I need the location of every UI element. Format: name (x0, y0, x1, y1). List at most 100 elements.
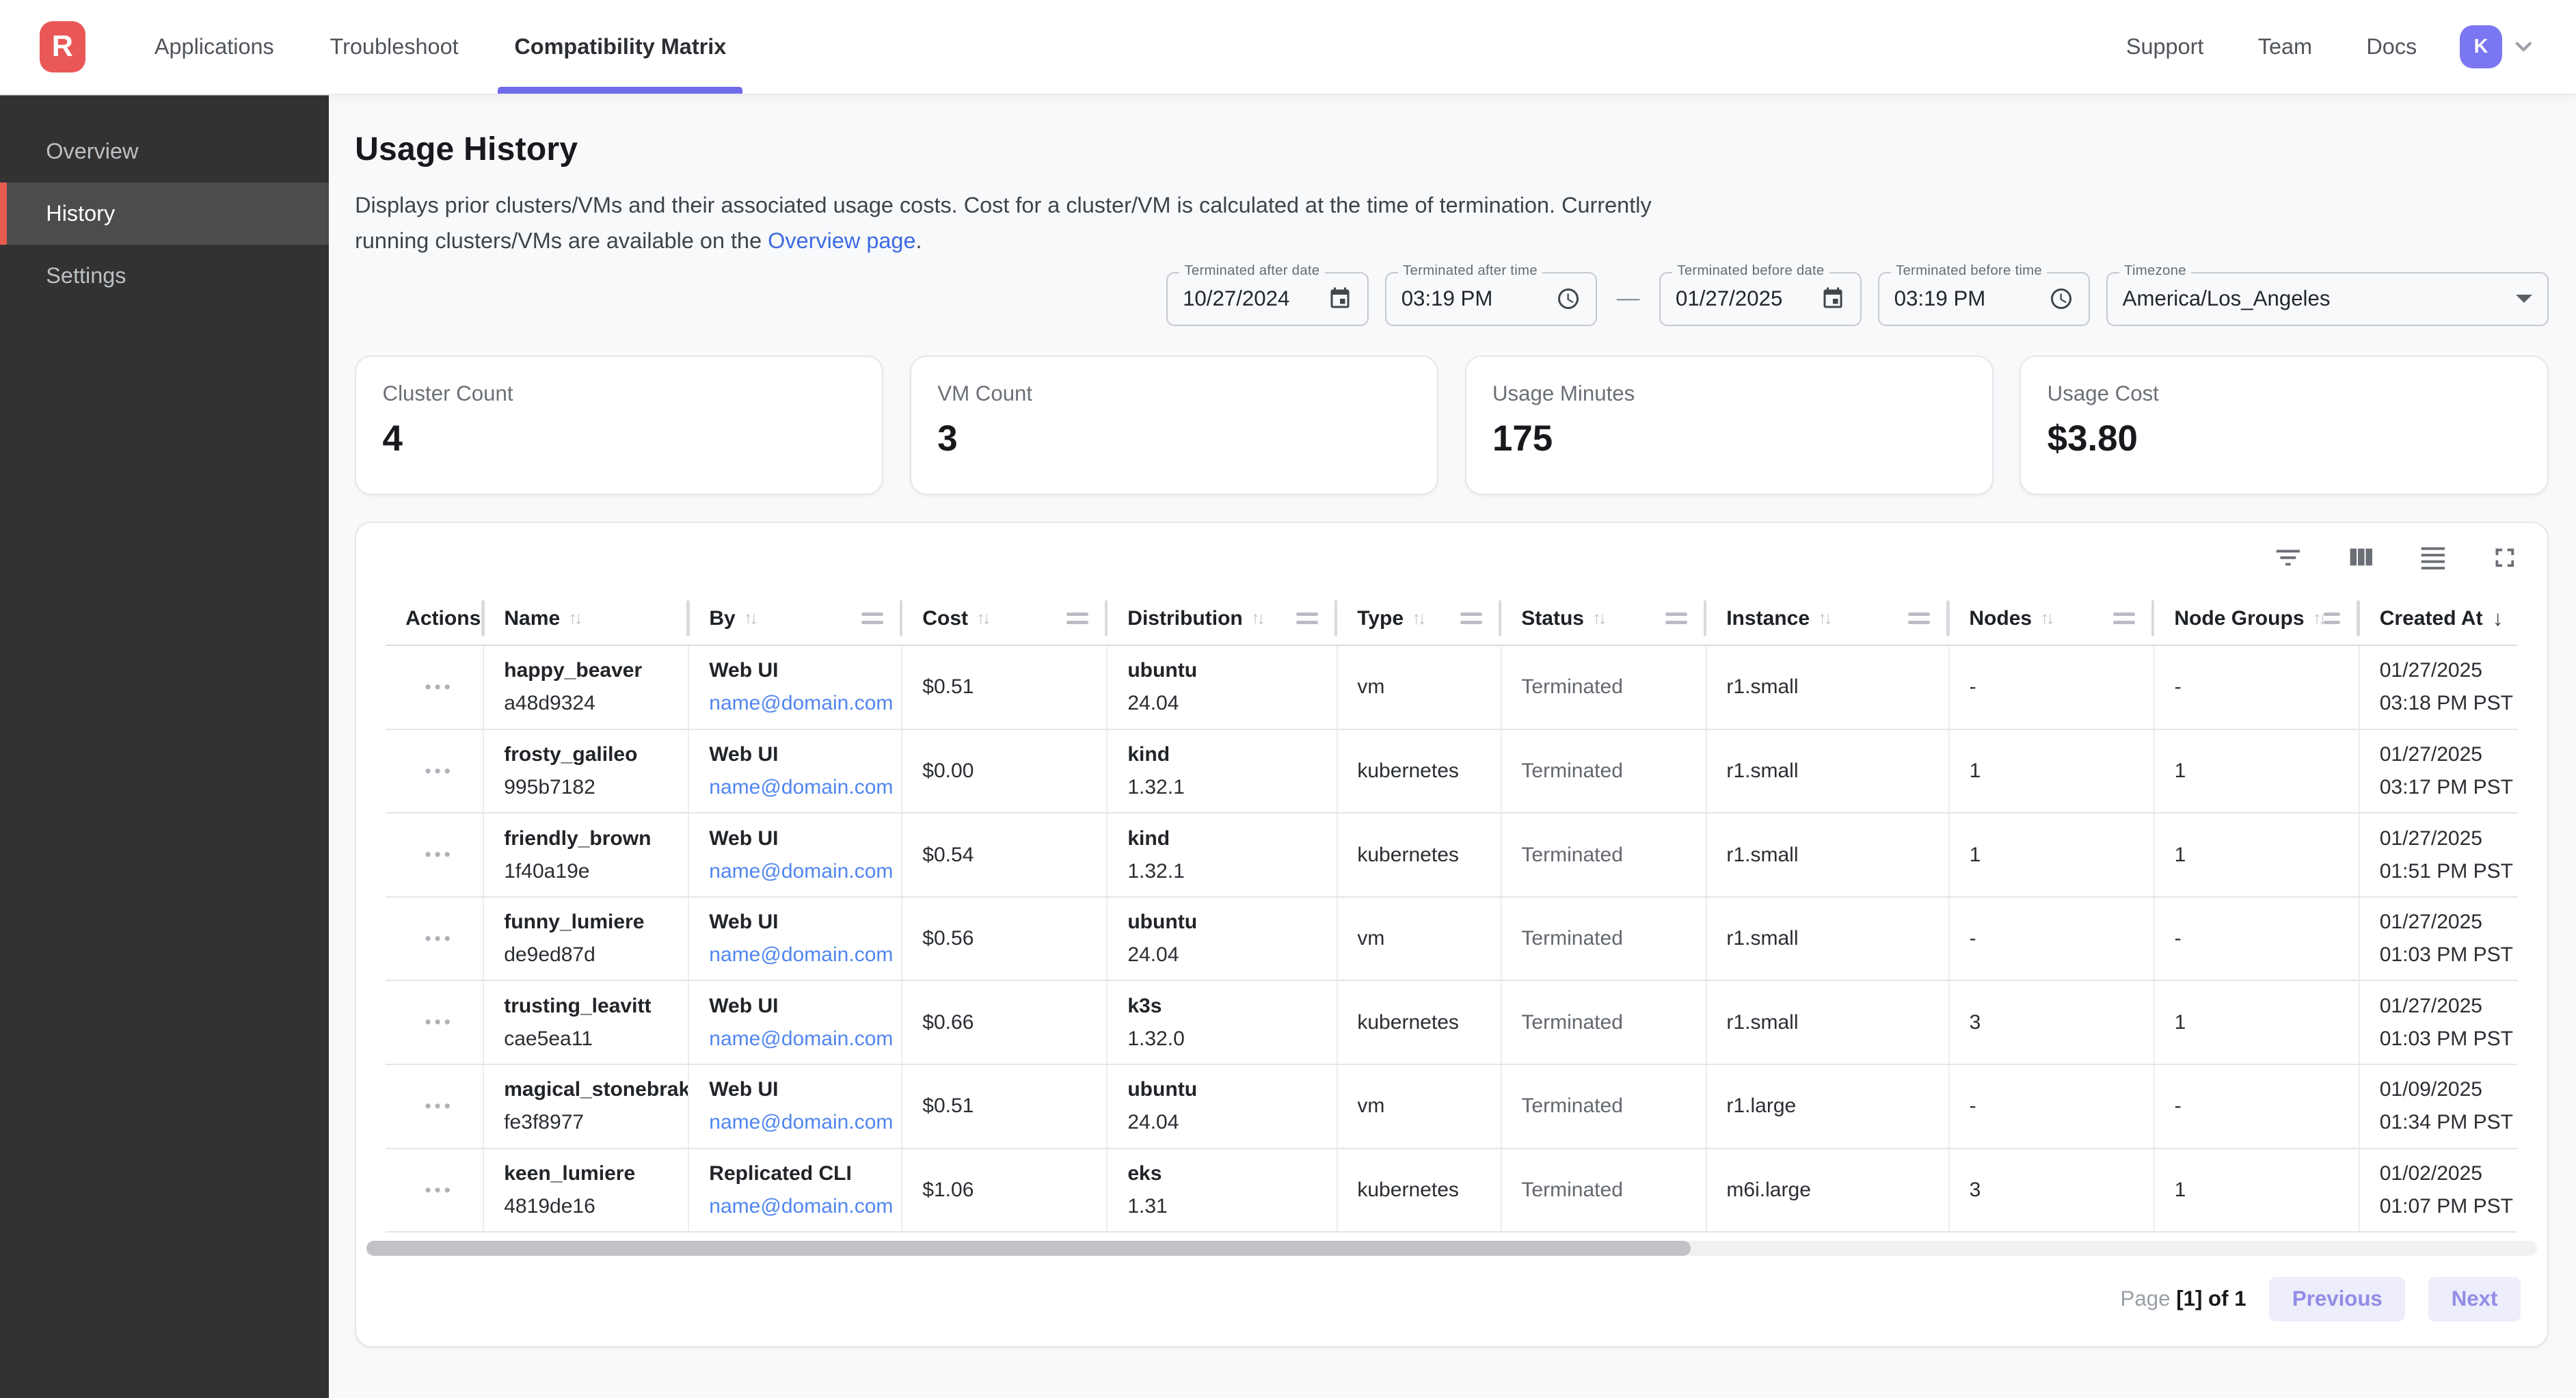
sidebar-item-settings[interactable]: Settings (46, 263, 126, 288)
column-resize-bar[interactable] (481, 600, 485, 637)
column-label: Name (504, 606, 561, 630)
column-resize-bar[interactable] (2357, 600, 2360, 637)
overview-page-link[interactable]: Overview page (768, 228, 916, 253)
avatar[interactable]: K (2459, 25, 2503, 68)
sort-icon[interactable]: ↑↓ (2312, 608, 2328, 628)
column-header-created-at[interactable]: Created At ↓ (2360, 592, 2517, 645)
column-drag-handle-icon[interactable] (1066, 613, 1088, 624)
column-drag-handle-icon[interactable] (1908, 613, 1930, 624)
created-time: 01:03 PM PST (2379, 943, 2513, 967)
scrollbar-thumb[interactable] (366, 1241, 1691, 1256)
cluster-id: de9ed87d (504, 943, 595, 967)
nav-item-troubleshoot[interactable]: Troubleshoot (330, 33, 459, 59)
row-actions-menu-icon[interactable]: ••• (425, 1179, 454, 1200)
sort-icon[interactable]: ↑↓ (1250, 608, 1266, 628)
timezone-select[interactable]: Timezone America/Los_Angeles (2106, 263, 2549, 326)
column-header-by[interactable]: By ↑↓ (690, 592, 903, 645)
sort-icon[interactable]: ↑↓ (743, 608, 759, 628)
created-by-email-link[interactable]: name@domain.com (709, 859, 894, 883)
density-icon[interactable] (2417, 542, 2449, 574)
sort-desc-icon[interactable]: ↓ (2492, 606, 2504, 630)
column-header-distribution[interactable]: Distribution ↑↓ (1108, 592, 1338, 645)
column-drag-handle-icon[interactable] (2113, 613, 2135, 624)
sort-icon[interactable]: ↑↓ (1592, 608, 1607, 628)
column-drag-handle-icon[interactable] (1460, 613, 1482, 624)
created-by-source: Web UI (709, 1078, 779, 1101)
distribution-version: 24.04 (1127, 692, 1179, 715)
created-by-email-link[interactable]: name@domain.com (709, 1111, 894, 1134)
nodes-value: 3 (1969, 1010, 1981, 1034)
replicated-logo[interactable]: R (39, 21, 85, 72)
sidebar-item-overview[interactable]: Overview (46, 138, 139, 163)
row-actions-menu-icon[interactable]: ••• (425, 677, 454, 698)
cluster-id: 995b7182 (504, 776, 595, 798)
created-by-email-link[interactable]: name@domain.com (709, 943, 894, 967)
column-header-instance[interactable]: Instance ↑↓ (1706, 592, 1950, 645)
column-label: Distribution (1127, 606, 1243, 630)
previous-page-button[interactable]: Previous (2269, 1276, 2406, 1321)
column-resize-bar[interactable] (2151, 600, 2155, 637)
column-header-type[interactable]: Type ↑↓ (1337, 592, 1502, 645)
created-by-email-link[interactable]: name@domain.com (709, 1027, 894, 1050)
nav-link-team[interactable]: Team (2257, 33, 2313, 59)
created-time: 01:03 PM PST (2379, 1027, 2513, 1050)
column-drag-handle-icon[interactable] (1665, 613, 1687, 624)
cell-type: kubernetes (1338, 814, 1502, 896)
column-header-name[interactable]: Name ↑↓ (485, 592, 690, 645)
column-resize-bar[interactable] (899, 600, 903, 637)
type-value: kubernetes (1357, 759, 1459, 782)
row-actions-menu-icon[interactable]: ••• (425, 760, 454, 781)
terminated-after-date-field[interactable]: Terminated after date 10/27/2024 (1166, 263, 1369, 326)
created-by-email-link[interactable]: name@domain.com (709, 692, 894, 715)
created-time: 03:17 PM PST (2379, 776, 2513, 798)
filter-icon[interactable] (2272, 542, 2304, 574)
column-header-status[interactable]: Status ↑↓ (1501, 592, 1707, 645)
sort-icon[interactable]: ↑↓ (1818, 608, 1833, 628)
cell-distribution: ubuntu 24.04 (1108, 646, 1338, 729)
chevron-down-icon[interactable] (2510, 33, 2536, 59)
column-drag-handle-icon[interactable] (2324, 613, 2341, 624)
column-resize-bar[interactable] (686, 600, 690, 637)
column-resize-bar[interactable] (1334, 600, 1338, 637)
column-header-cost[interactable]: Cost ↑↓ (902, 592, 1108, 645)
column-resize-bar[interactable] (1498, 600, 1502, 637)
sort-icon[interactable]: ↑↓ (568, 608, 583, 628)
column-drag-handle-icon[interactable] (1296, 613, 1318, 624)
fullscreen-icon[interactable] (2489, 542, 2521, 574)
sort-icon[interactable]: ↑↓ (976, 608, 991, 628)
nav-link-support[interactable]: Support (2125, 33, 2204, 59)
sort-icon[interactable]: ↑↓ (2040, 608, 2055, 628)
columns-icon[interactable] (2345, 542, 2376, 574)
column-resize-bar[interactable] (1104, 600, 1108, 637)
column-resize-bar[interactable] (1703, 600, 1707, 637)
row-actions-menu-icon[interactable]: ••• (425, 1096, 454, 1117)
column-resize-bar[interactable] (1946, 600, 1950, 637)
column-header-nodes[interactable]: Nodes ↑↓ (1950, 592, 2155, 645)
horizontal-scrollbar[interactable] (366, 1241, 2538, 1256)
cell-status: Terminated (1502, 981, 1707, 1064)
sort-icon[interactable]: ↑↓ (1412, 608, 1427, 628)
sidebar-item-history[interactable]: History (0, 182, 329, 245)
cost-value: $0.00 (922, 759, 974, 782)
distribution-version: 1.32.1 (1127, 776, 1185, 798)
status-badge: Terminated (1521, 759, 1623, 782)
nav-item-compatibility-matrix[interactable]: Compatibility Matrix (498, 0, 743, 94)
cluster-id: a48d9324 (504, 692, 595, 715)
created-by-email-link[interactable]: name@domain.com (709, 776, 894, 798)
created-by-email-link[interactable]: name@domain.com (709, 1194, 894, 1218)
terminated-after-time-field[interactable]: Terminated after time 03:19 PM (1385, 263, 1598, 326)
next-page-button[interactable]: Next (2428, 1276, 2521, 1321)
row-actions-menu-icon[interactable]: ••• (425, 1012, 454, 1033)
column-drag-handle-icon[interactable] (861, 613, 883, 624)
row-actions-menu-icon[interactable]: ••• (425, 928, 454, 949)
terminated-before-time-field[interactable]: Terminated before time 03:19 PM (1877, 263, 2090, 326)
cell-cost: $0.51 (902, 646, 1108, 729)
cost-value: $0.66 (922, 1010, 974, 1034)
cell-status: Terminated (1502, 1064, 1707, 1148)
terminated-before-date-field[interactable]: Terminated before date 01/27/2025 (1659, 263, 1862, 326)
nav-link-docs[interactable]: Docs (2366, 33, 2417, 59)
row-actions-menu-icon[interactable]: ••• (425, 844, 454, 865)
created-by-source: Web UI (709, 659, 779, 682)
column-header-node-groups[interactable]: Node Groups ↑↓ (2154, 592, 2360, 645)
nav-item-applications[interactable]: Applications (154, 33, 274, 59)
